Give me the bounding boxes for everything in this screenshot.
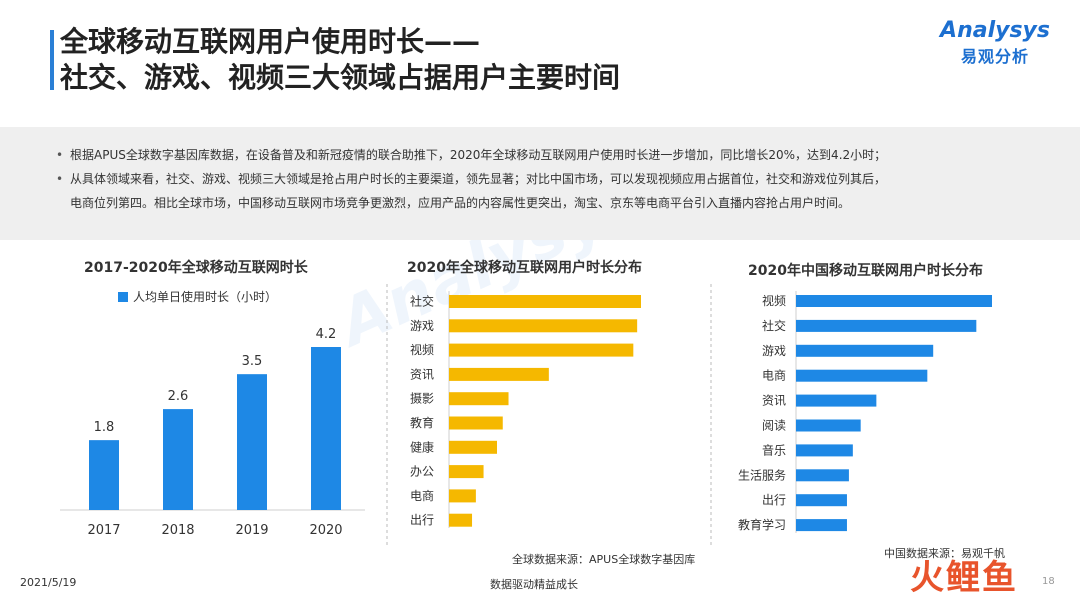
chart1-bar	[237, 374, 267, 510]
chart2-bar	[449, 513, 473, 527]
chart1-value-label: 3.5	[242, 354, 263, 369]
chart1-bar	[163, 409, 193, 510]
chart2-bar	[449, 489, 476, 503]
chart1-title: 2017-2020年全球移动互联网时长	[84, 260, 308, 276]
chart1-value-label: 2.6	[168, 389, 189, 404]
chart1-category-label: 2019	[235, 523, 268, 538]
chart2-category-label: 出行	[410, 513, 434, 527]
chart1-value-label: 4.2	[316, 327, 337, 342]
chart3-bar	[796, 469, 849, 482]
chart3-category-label: 阅读	[762, 419, 786, 433]
chart1-bar	[311, 347, 341, 510]
chart1-category-label: 2020	[309, 523, 342, 538]
chart3-bar	[796, 295, 992, 307]
chart2-title: 2020年全球移动互联网用户时长分布	[407, 260, 642, 276]
divider-right	[710, 284, 712, 546]
summary-bullet-2-line2: 电商位列第四。相比全球市场，中国移动互联网市场竞争更激烈，应用产品的内容属性更突…	[70, 196, 851, 210]
chart2-bar	[449, 416, 503, 430]
chart3-bar	[796, 419, 861, 432]
chart2-category-label: 健康	[410, 439, 434, 454]
chart3-bar	[796, 344, 934, 357]
chart2-category-label: 电商	[410, 488, 434, 503]
chart2-bar	[449, 465, 484, 479]
chart1-value-label: 1.8	[94, 420, 115, 435]
chart2-bar	[449, 343, 634, 357]
chart3-category-label: 生活服务	[738, 467, 786, 482]
summary-bullet-1: 根据APUS全球数字基因库数据，在设备普及和新冠疫情的联合助推下，2020年全球…	[56, 143, 1020, 167]
chart3-bar	[796, 444, 853, 457]
page-title-line1: 全球移动互联网用户使用时长——	[60, 25, 481, 58]
divider-left	[386, 284, 388, 546]
chart1-legend: 人均单日使用时长（小时）	[118, 288, 277, 305]
chart3-bar	[796, 319, 977, 332]
chart3-category-label: 电商	[762, 368, 786, 383]
footer-slogan: 数据驱动精益成长	[490, 578, 578, 591]
chart2-category-label: 教育	[410, 415, 434, 430]
chart2-bar	[449, 319, 638, 333]
chart3-category-label: 社交	[762, 318, 786, 333]
chart2-category-label: 游戏	[410, 319, 434, 333]
chart2-category-label: 社交	[410, 294, 434, 309]
page-title-line2: 社交、游戏、视频三大领域占据用户主要时间	[60, 61, 621, 94]
logo-cn-text: 易观分析	[961, 47, 1030, 66]
chart3-category-label: 资讯	[762, 394, 786, 408]
chart2-bar	[449, 392, 509, 406]
source-global: 全球数据来源：APUS全球数字基因库	[512, 553, 696, 566]
page-number: 18	[1042, 576, 1055, 587]
page-title: 全球移动互联网用户使用时长—— 社交、游戏、视频三大领域占据用户主要时间	[60, 24, 620, 96]
chart1-vertical-bar: 1.8 2017 2.6 2018 3.5 2019 4.2 2020	[60, 327, 365, 538]
chart3-category-label: 教育学习	[738, 517, 786, 532]
footer-brand-logo: 火鲤鱼	[910, 558, 1018, 598]
chart2-bar	[449, 440, 497, 454]
title-accent-bar	[50, 30, 54, 90]
summary-box: 根据APUS全球数字基因库数据，在设备普及和新冠疫情的联合助推下，2020年全球…	[0, 127, 1080, 240]
chart2-category-label: 办公	[410, 464, 434, 479]
legend-swatch-icon	[118, 291, 128, 302]
chart3-category-label: 音乐	[762, 442, 786, 457]
chart2-bar	[449, 295, 641, 308]
summary-bullet-2-line1: 从具体领域来看，社交、游戏、视频三大领域是抢占用户时长的主要渠道，领先显著；对比…	[56, 167, 1020, 191]
chart1-bar	[89, 440, 119, 510]
chart2-bar	[449, 367, 549, 381]
chart2-category-label: 摄影	[410, 391, 434, 406]
chart3-bar	[796, 394, 877, 407]
analysys-logo: Analysys 易观分析	[940, 18, 1050, 67]
legend-label: 人均单日使用时长（小时）	[133, 290, 278, 304]
footer-date: 2021/5/19	[20, 576, 77, 589]
chart2-category-label: 视频	[410, 342, 434, 357]
chart3-category-label: 游戏	[762, 344, 786, 358]
source-china: 中国数据来源：易观千帆	[884, 547, 1005, 560]
chart3-bar	[796, 519, 847, 532]
chart2-category-label: 资讯	[410, 367, 434, 381]
chart3-title: 2020年中国移动互联网用户时长分布	[748, 263, 983, 279]
chart3-bar	[796, 494, 847, 507]
chart3-category-label: 出行	[762, 493, 786, 507]
chart3-bar	[796, 369, 928, 382]
logo-en-text: Analysys	[940, 18, 1050, 43]
chart1-category-label: 2017	[87, 523, 120, 538]
chart3-category-label: 视频	[762, 293, 786, 308]
chart1-category-label: 2018	[161, 523, 194, 538]
